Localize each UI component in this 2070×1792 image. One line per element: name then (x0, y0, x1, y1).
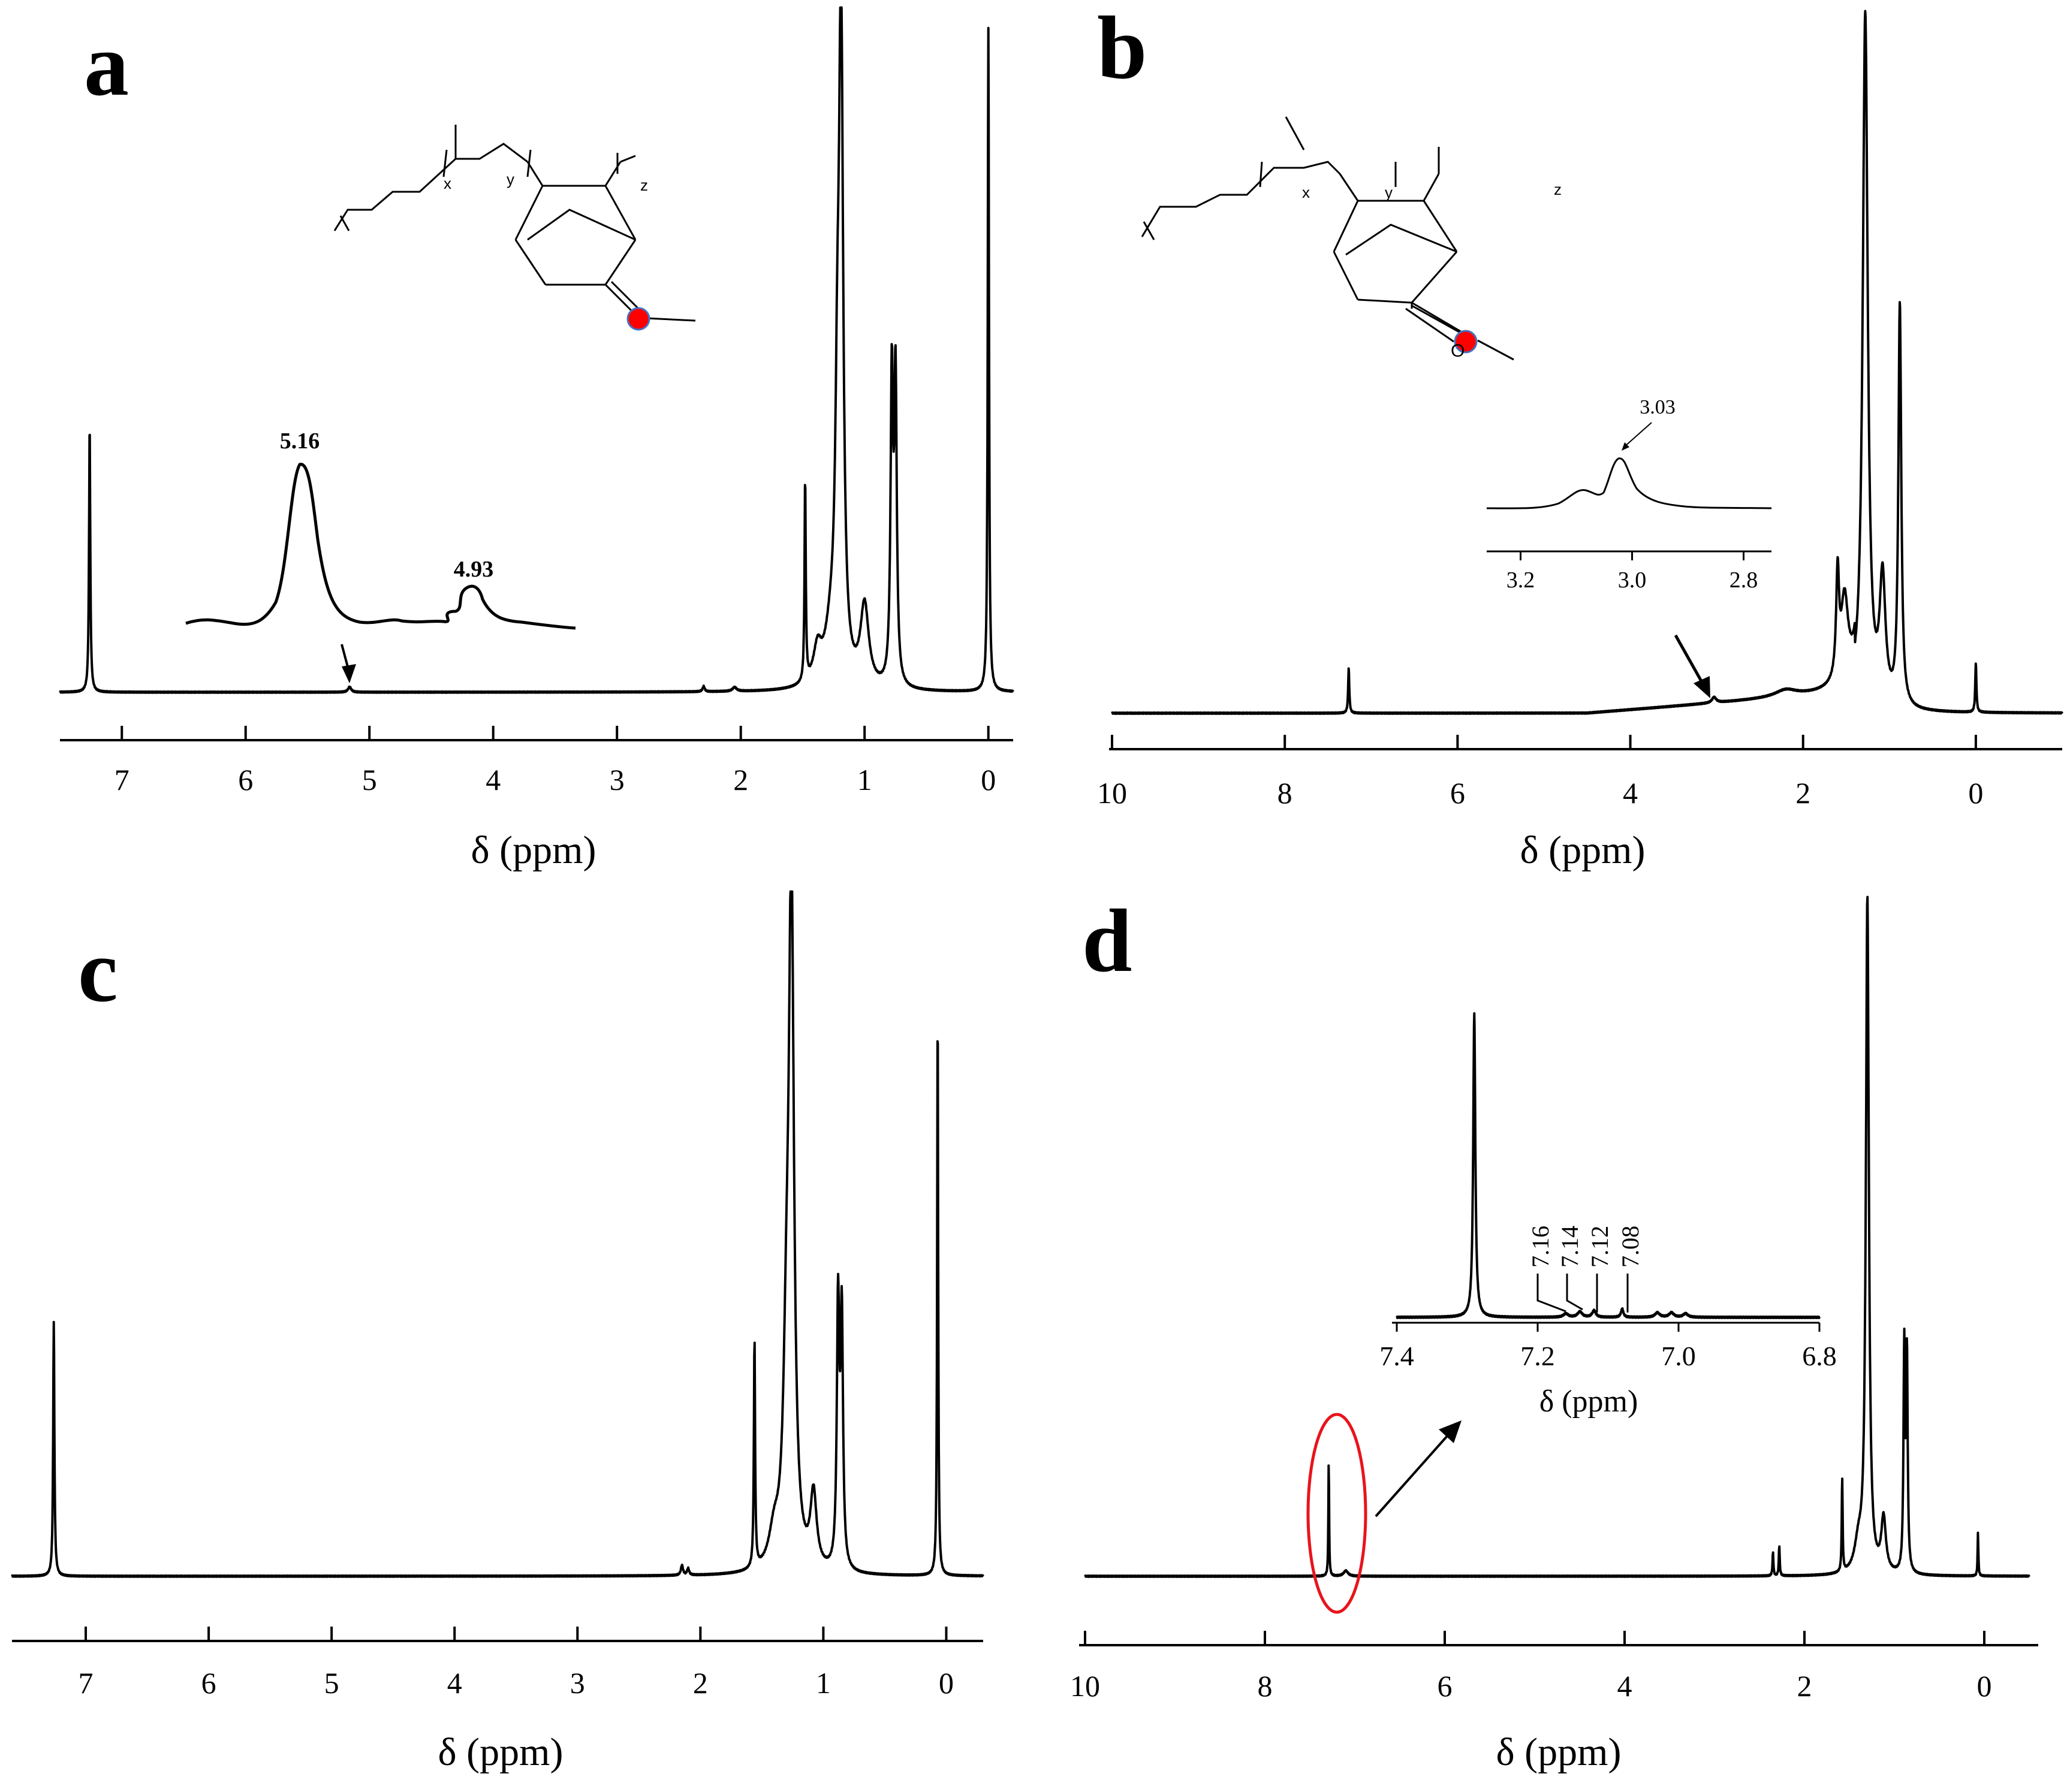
inset-trace (185, 463, 576, 630)
inset-axis-ticks: 3.2 3.0 2.8 (1506, 551, 1758, 593)
x-axis-title: δ (ppm) (471, 828, 596, 872)
x-tick-label: 6 (201, 1666, 216, 1700)
x-axis-title: δ (ppm) (438, 1730, 564, 1774)
x-axis-ticks: 7 6 5 4 3 2 1 0 (79, 1627, 954, 1700)
x-tick-label: 4 (447, 1666, 462, 1700)
inset-tick-label: 2.8 (1729, 568, 1758, 593)
inset-tick-label: 7.0 (1661, 1341, 1696, 1371)
x-tick-label: 7 (115, 763, 129, 797)
x-tick-label: 2 (1795, 776, 1810, 810)
x-tick-label: 6 (238, 763, 253, 797)
panel-b: b 10 8 6 4 2 0 δ (ppm) 3.2 3.0 2.8 3.03 (1097, 0, 2063, 872)
x-tick-label: 8 (1258, 1669, 1273, 1703)
inset-tick-label: 7.4 (1379, 1341, 1414, 1371)
x-tick-label: 6 (1438, 1669, 1453, 1703)
inset-peak-leaders (1536, 1274, 1629, 1313)
panel-letter-a: a (84, 15, 129, 114)
inset-axis-title: δ (ppm) (1539, 1384, 1638, 1419)
panel-letter-c: c (78, 921, 118, 1021)
inset-tick-label: 7.2 (1520, 1341, 1555, 1371)
x-tick-label: 7 (79, 1666, 94, 1700)
x-tick-label: 2 (693, 1666, 708, 1700)
inset-peak-label: 5.16 (280, 429, 320, 454)
inset-peak-labels: 7.16 7.14 7.12 7.08 (1527, 1226, 1644, 1268)
spectrum-trace (1111, 10, 2063, 715)
spectrum-trace (59, 6, 1014, 694)
highlight-ellipse (1306, 1413, 1367, 1614)
panel-letter-b: b (1097, 0, 1147, 98)
x-tick-label: 0 (939, 1666, 954, 1700)
inset-expansion: 3.2 3.0 2.8 3.03 (1486, 396, 1772, 593)
x-tick-label: 2 (1797, 1669, 1812, 1703)
highlight-atom (626, 307, 650, 331)
inset-tick-label: 6.8 (1802, 1341, 1837, 1371)
x-tick-label: 3 (610, 763, 625, 797)
inset-trace (1486, 457, 1772, 509)
inset-peak-pointer-head (1622, 442, 1629, 451)
x-axis-title: δ (ppm) (1496, 1730, 1622, 1774)
x-axis-ticks: 10 8 6 4 2 0 (1097, 735, 1983, 810)
oxygen-label: O (1451, 341, 1465, 361)
inset-peak-label: 4.93 (454, 557, 494, 582)
x-tick-label: 6 (1450, 776, 1465, 810)
x-tick-label: 4 (1617, 1669, 1632, 1703)
inset-expansion: 7.4 7.2 7.0 6.8 δ (ppm) 7.16 7.14 7.12 7.08 (1379, 1012, 1837, 1419)
inset-axis-ticks: 7.4 7.2 7.0 6.8 (1379, 1323, 1837, 1371)
subscript-label: y (1385, 183, 1393, 201)
x-tick-label: 0 (1977, 1669, 1992, 1703)
inset-peak-label: 7.08 (1617, 1226, 1644, 1268)
chemical-structure (333, 125, 696, 322)
subscript-label: x (444, 174, 451, 192)
inset-expansion: 5.16 4.93 (185, 429, 576, 630)
inset-peak-label: 7.12 (1586, 1226, 1613, 1268)
x-tick-label: 4 (1623, 776, 1638, 810)
x-tick-label: 3 (570, 1666, 585, 1700)
x-tick-label: 2 (733, 763, 748, 797)
inset-peak-label: 7.16 (1527, 1226, 1554, 1268)
x-tick-label: 5 (362, 763, 377, 797)
subscript-label: y (507, 170, 514, 188)
highlight-atom (1454, 330, 1478, 354)
pointer-arrow (341, 644, 356, 683)
subscript-label: z (1554, 180, 1562, 198)
inset-trace (1396, 1012, 1821, 1319)
panel-c: c 7 6 5 4 3 2 1 0 δ (ppm) (11, 890, 984, 1774)
spectrum-trace (11, 890, 984, 1578)
inset-peak-label: 7.14 (1556, 1226, 1583, 1268)
subscript-label: z (640, 176, 648, 194)
x-tick-label: 0 (981, 763, 996, 797)
x-tick-label: 8 (1277, 776, 1292, 810)
panel-d: d 10 8 6 4 2 0 δ (ppm) 7.4 7.2 7.0 6.8 δ (ppm) 7… (1070, 891, 2038, 1774)
inset-tick-label: 3.2 (1506, 568, 1535, 593)
x-axis-ticks: 10 8 6 4 2 0 (1070, 1631, 1992, 1703)
spectrum-trace (1084, 895, 2030, 1578)
pointer-arrow (1674, 634, 1710, 698)
chemical-structure (1141, 116, 1514, 361)
x-tick-label: 1 (857, 763, 872, 797)
x-tick-label: 0 (1968, 776, 1983, 810)
x-tick-label: 4 (486, 763, 501, 797)
x-axis-title: δ (ppm) (1520, 828, 1646, 872)
x-tick-label: 10 (1070, 1669, 1100, 1703)
inset-tick-label: 3.0 (1618, 568, 1647, 593)
x-tick-label: 5 (324, 1666, 339, 1700)
x-tick-label: 1 (816, 1666, 831, 1700)
panel-a: a 7 6 5 4 3 2 1 0 δ (ppm) 5.16 4.93 (59, 6, 1014, 872)
x-tick-label: 10 (1097, 776, 1127, 810)
x-axis-ticks: 7 6 5 4 3 2 1 0 (115, 726, 996, 797)
pointer-arrow (1375, 1420, 1462, 1518)
inset-peak-pointer (1624, 422, 1652, 447)
panel-letter-d: d (1082, 891, 1132, 991)
inset-peak-label: 3.03 (1640, 396, 1676, 418)
subscript-label: x (1302, 183, 1310, 201)
